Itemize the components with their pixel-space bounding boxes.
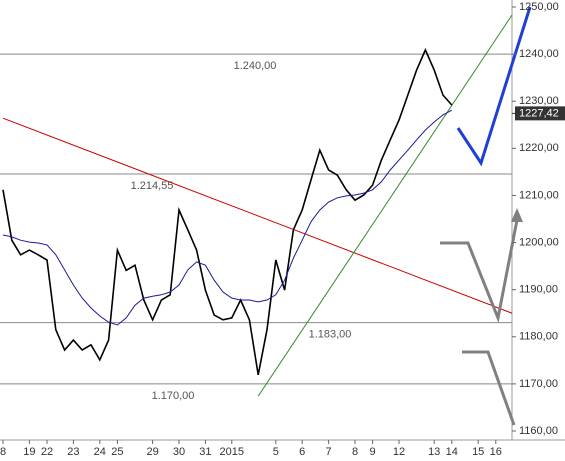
- last-price-label: 1227,42: [519, 107, 559, 119]
- x-tick-label: 12: [393, 446, 405, 458]
- y-tick-label: 1240,00: [519, 48, 559, 60]
- y-tick-label: 1160,00: [519, 425, 558, 437]
- x-tick-label: 2015: [220, 446, 244, 458]
- x-tick-label: 14: [446, 446, 458, 458]
- x-tick-label: 9: [370, 446, 376, 458]
- scenario-arrow: [462, 350, 516, 426]
- y-tick-label: 1190,00: [519, 284, 558, 296]
- x-tick-label: 8: [352, 446, 358, 458]
- x-tick-label: 16: [490, 446, 502, 458]
- level-label: 1.214,55: [131, 180, 174, 192]
- x-tick-label: 7: [326, 446, 332, 458]
- y-tick-label: 1200,00: [519, 236, 559, 248]
- y-tick-label: 1230,00: [519, 95, 559, 107]
- x-tick-label: 22: [41, 446, 53, 458]
- x-tick-label: 5: [273, 446, 279, 458]
- level-label: 1.170,00: [152, 390, 195, 402]
- series-line: [2, 47, 453, 376]
- x-tick-label: 23: [67, 446, 79, 458]
- last-price-box: [515, 106, 565, 121]
- trendline: [257, 14, 513, 397]
- series-line: [2, 109, 453, 326]
- x-tick-label: 24: [94, 446, 106, 458]
- level-label: 1.240,00: [234, 60, 277, 72]
- x-tick-label: 25: [111, 446, 123, 458]
- y-tick-label: 1170,00: [519, 378, 558, 390]
- x-tick-label: 30: [173, 446, 185, 458]
- x-tick-label: 8: [0, 446, 6, 458]
- scenario-arrow: [440, 219, 519, 324]
- y-tick-label: 1210,00: [519, 189, 559, 201]
- x-tick-label: 31: [199, 446, 211, 458]
- x-tick-label: 19: [23, 446, 35, 458]
- x-tick-label: 15: [472, 446, 484, 458]
- plot-area: 1.240,00 1.214,55 1.183,00 1.170,00: [0, 14, 513, 402]
- level-label: 1.183,00: [309, 329, 352, 341]
- y-tick-label: 1180,00: [519, 331, 558, 343]
- x-tick-label: 29: [146, 446, 158, 458]
- y-tick-label: 1250,00: [519, 1, 559, 13]
- y-tick-label: 1220,00: [519, 142, 559, 154]
- x-tick-label: 13: [428, 446, 440, 458]
- scenario-arrow: [456, 6, 532, 167]
- arrow-head: [511, 208, 523, 222]
- x-tick-label: 6: [299, 446, 305, 458]
- trendline: [2, 117, 513, 314]
